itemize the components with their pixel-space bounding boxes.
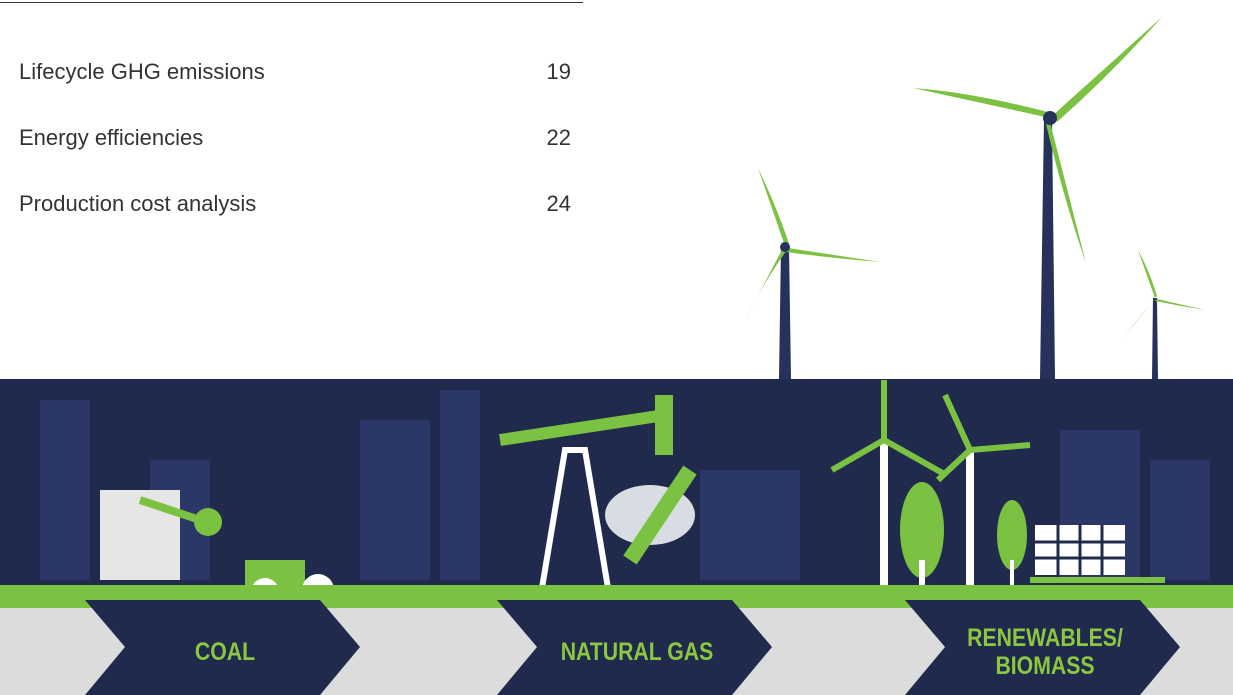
wind-turbines [745,17,1205,379]
illustration: COAL NATURAL GAS RENEWABLES/BIOMASS [0,0,1233,695]
banner-label: NATURAL GAS [561,637,714,665]
banner-label: COAL [195,637,255,665]
banner-label: BIOMASS [995,651,1094,679]
banner-label: RENEWABLES/ [967,623,1123,651]
page: Lifecycle GHG emissions19Energy efficien… [0,0,1233,695]
